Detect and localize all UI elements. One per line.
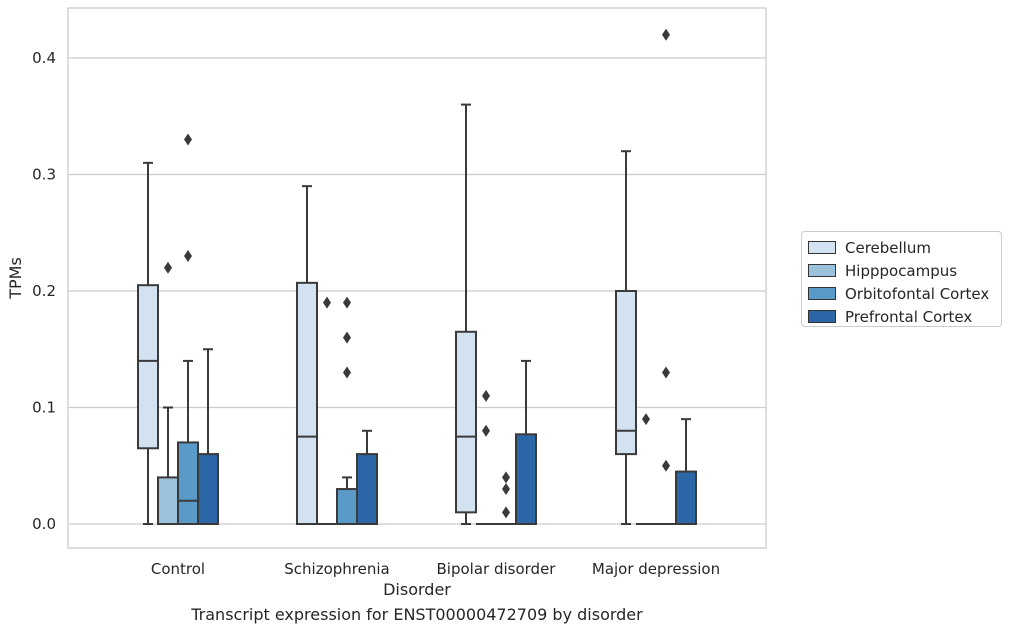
box-cerebellum bbox=[137, 161, 159, 525]
y-tick-labels: 0.0 0.1 0.2 0.3 0.4 bbox=[32, 49, 56, 533]
box-body bbox=[157, 476, 179, 525]
x-tick-label: Bipolar disorder bbox=[437, 560, 557, 578]
chart-caption: Transcript expression for ENST0000047270… bbox=[191, 605, 643, 624]
legend-swatch bbox=[808, 264, 836, 277]
outlier-point bbox=[343, 366, 351, 379]
box-body bbox=[455, 330, 477, 514]
outlier-point bbox=[482, 424, 490, 437]
y-axis-label: TPMs bbox=[6, 257, 25, 300]
box-prefrontal-cortex bbox=[356, 429, 378, 526]
outlier-point bbox=[502, 506, 510, 519]
y-tick-label: 0.4 bbox=[32, 49, 56, 67]
box-body bbox=[356, 453, 378, 526]
box-hipppocampus bbox=[317, 296, 337, 525]
outlier-point bbox=[662, 459, 670, 472]
box-hipppocampus bbox=[636, 413, 656, 525]
box-body bbox=[197, 453, 219, 526]
outlier-point bbox=[662, 28, 670, 41]
legend-item: Orbitofontal Cortex bbox=[808, 282, 1001, 305]
box-cerebellum bbox=[455, 103, 477, 525]
outlier-point bbox=[343, 331, 351, 344]
box-prefrontal-cortex bbox=[515, 359, 537, 526]
box-hipppocampus bbox=[476, 389, 496, 525]
outlier-point bbox=[502, 471, 510, 484]
y-tick-label: 0.2 bbox=[32, 282, 56, 300]
y-tick-label: 0.1 bbox=[32, 399, 56, 417]
box-body bbox=[615, 290, 637, 456]
legend-item: Cerebellum bbox=[808, 236, 1001, 259]
outlier-point bbox=[323, 296, 331, 309]
legend-label: Cerebellum bbox=[845, 238, 931, 257]
legend-item: Prefrontal Cortex bbox=[808, 305, 1001, 328]
box-body bbox=[336, 488, 358, 525]
plot-frame bbox=[67, 7, 767, 549]
y-tick-label: 0.3 bbox=[32, 166, 56, 184]
outlier-point bbox=[343, 296, 351, 309]
y-tick-label: 0.0 bbox=[32, 515, 56, 533]
boxes bbox=[137, 28, 697, 526]
box-body bbox=[177, 441, 199, 526]
box-orbitofontal-cortex bbox=[656, 28, 676, 525]
box-prefrontal-cortex bbox=[197, 348, 219, 526]
box-orbitofontal-cortex bbox=[177, 133, 199, 526]
legend-swatch bbox=[808, 310, 836, 323]
outlier-point bbox=[502, 483, 510, 496]
box-hipppocampus bbox=[157, 261, 179, 525]
x-tick-label: Major depression bbox=[592, 560, 720, 578]
legend-label: Orbitofontal Cortex bbox=[845, 284, 990, 303]
legend-swatch bbox=[808, 241, 836, 254]
legend-item: Hipppocampus bbox=[808, 259, 1001, 282]
outlier-point bbox=[482, 389, 490, 402]
box-cerebellum bbox=[296, 185, 318, 525]
box-body bbox=[515, 433, 537, 526]
outlier-point bbox=[184, 250, 192, 263]
legend-label: Hipppocampus bbox=[845, 261, 958, 280]
outlier-point bbox=[164, 261, 172, 274]
box-orbitofontal-cortex bbox=[496, 471, 516, 525]
box-body bbox=[137, 284, 159, 450]
legend-swatch bbox=[808, 287, 836, 300]
box-cerebellum bbox=[615, 150, 637, 525]
outlier-point bbox=[642, 413, 650, 426]
legend-label: Prefrontal Cortex bbox=[845, 307, 973, 326]
x-axis-label: Disorder bbox=[383, 580, 451, 599]
box-prefrontal-cortex bbox=[675, 418, 697, 526]
x-tick-label: Control bbox=[151, 560, 205, 578]
box-orbitofontal-cortex bbox=[336, 296, 358, 525]
outlier-point bbox=[184, 133, 192, 146]
x-tick-label: Schizophrenia bbox=[284, 560, 389, 578]
box-body bbox=[675, 470, 697, 526]
x-tick-labels: Control Schizophrenia Bipolar disorder Majo… bbox=[151, 560, 720, 578]
outlier-point bbox=[662, 366, 670, 379]
grid-lines bbox=[68, 57, 766, 525]
legend: Cerebellum Hipppocampus Orbitofontal Corte… bbox=[801, 231, 1002, 327]
box-body bbox=[296, 281, 318, 525]
